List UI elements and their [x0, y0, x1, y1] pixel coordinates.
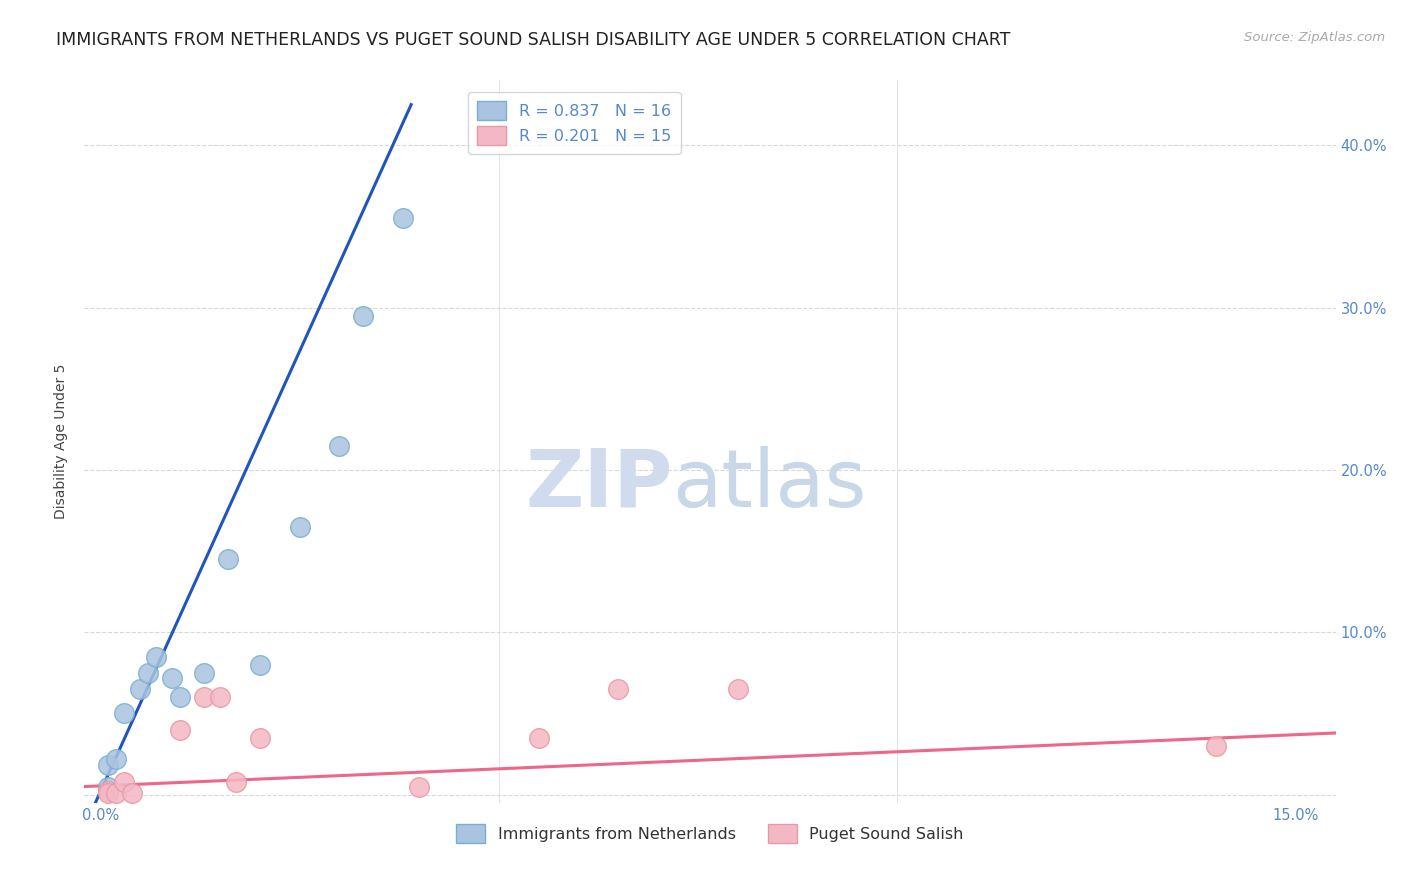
Y-axis label: Disability Age Under 5: Disability Age Under 5: [55, 364, 69, 519]
Point: [727, 682, 749, 697]
Point: [527, 731, 550, 745]
Point: [169, 723, 191, 737]
Point: [193, 690, 215, 705]
Point: [97, 784, 120, 798]
Text: atlas: atlas: [672, 446, 868, 524]
Text: Source: ZipAtlas.com: Source: ZipAtlas.com: [1244, 31, 1385, 45]
Point: [1205, 739, 1227, 753]
Point: [352, 309, 374, 323]
Point: [97, 780, 120, 794]
Point: [249, 731, 271, 745]
Point: [105, 786, 128, 800]
Point: [129, 682, 152, 697]
Point: [97, 758, 120, 772]
Point: [249, 657, 271, 672]
Point: [607, 682, 630, 697]
Point: [208, 690, 231, 705]
Point: [169, 690, 191, 705]
Point: [160, 671, 183, 685]
Point: [97, 786, 120, 800]
Point: [193, 665, 215, 680]
Legend: Immigrants from Netherlands, Puget Sound Salish: Immigrants from Netherlands, Puget Sound…: [450, 818, 970, 849]
Text: ZIP: ZIP: [526, 446, 672, 524]
Point: [105, 752, 128, 766]
Point: [408, 780, 430, 794]
Point: [392, 211, 415, 226]
Text: IMMIGRANTS FROM NETHERLANDS VS PUGET SOUND SALISH DISABILITY AGE UNDER 5 CORRELA: IMMIGRANTS FROM NETHERLANDS VS PUGET SOU…: [56, 31, 1011, 49]
Point: [136, 665, 159, 680]
Point: [217, 552, 239, 566]
Point: [145, 649, 167, 664]
Point: [112, 774, 135, 789]
Point: [225, 774, 247, 789]
Point: [112, 706, 135, 721]
Point: [288, 520, 311, 534]
Point: [121, 786, 143, 800]
Point: [328, 439, 350, 453]
